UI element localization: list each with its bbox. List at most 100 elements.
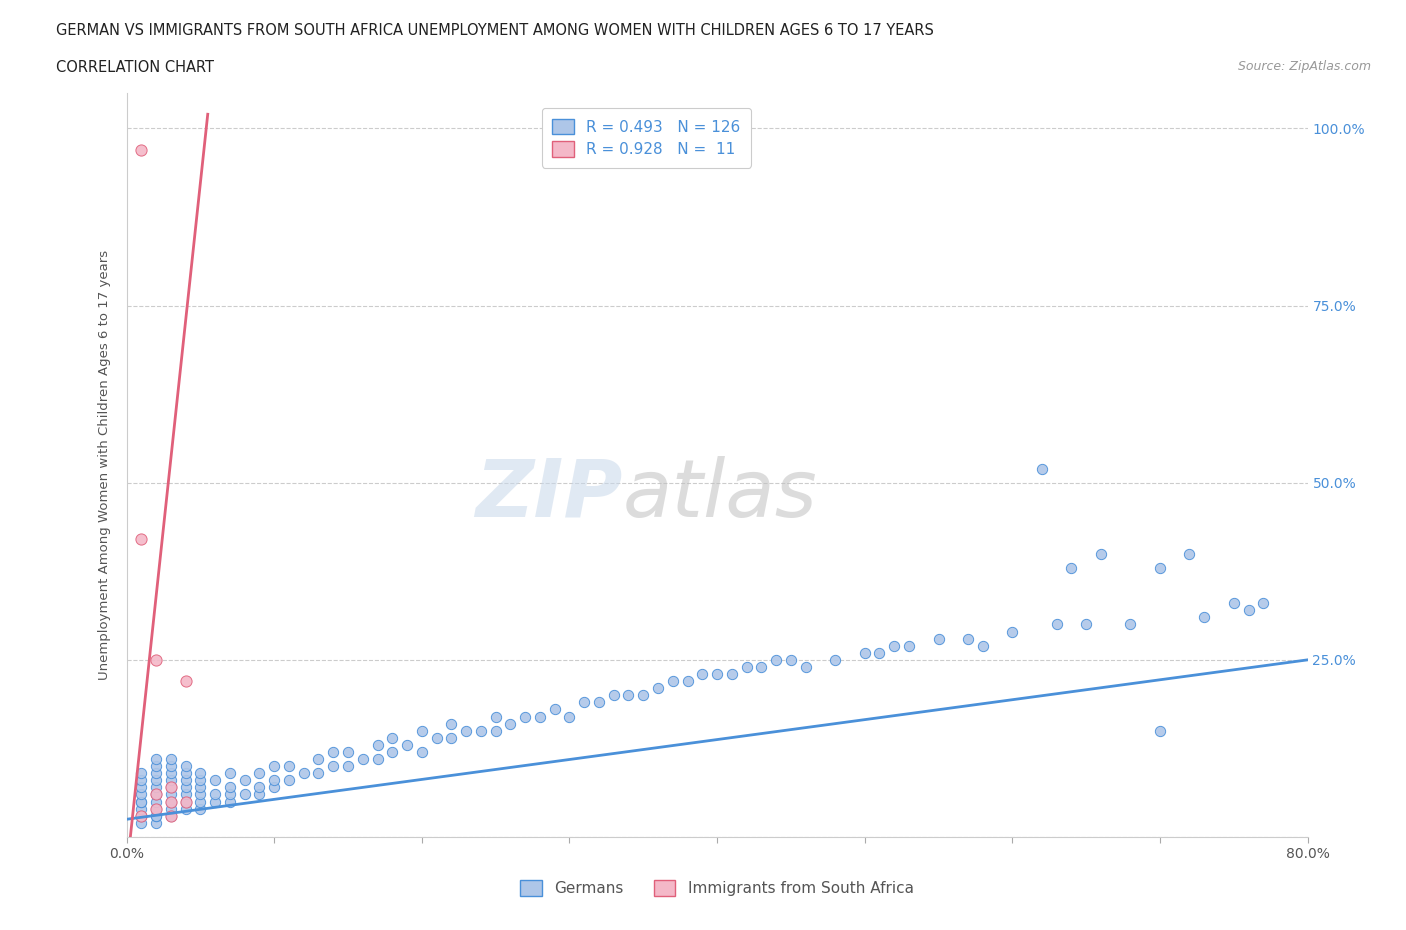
Point: [174, 759, 197, 774]
Point: [159, 794, 183, 809]
Point: [145, 765, 167, 780]
Point: [381, 730, 404, 745]
Point: [204, 787, 226, 802]
Point: [219, 780, 242, 795]
Point: [676, 673, 699, 688]
Y-axis label: Unemployment Among Women with Children Ages 6 to 17 years: Unemployment Among Women with Children A…: [97, 250, 111, 680]
Point: [454, 724, 477, 738]
Point: [145, 808, 167, 823]
Point: [543, 702, 565, 717]
Point: [278, 759, 301, 774]
Point: [159, 751, 183, 766]
Point: [1192, 610, 1215, 625]
Point: [159, 802, 183, 817]
Point: [219, 787, 242, 802]
Point: [720, 667, 742, 682]
Point: [263, 780, 285, 795]
Point: [247, 765, 270, 780]
Point: [145, 653, 167, 668]
Point: [129, 808, 153, 823]
Point: [1237, 603, 1260, 618]
Point: [145, 808, 167, 823]
Point: [396, 737, 419, 752]
Point: [145, 773, 167, 788]
Point: [145, 816, 167, 830]
Point: [129, 787, 153, 802]
Point: [1060, 560, 1083, 575]
Point: [470, 724, 492, 738]
Point: [174, 787, 197, 802]
Point: [159, 780, 183, 795]
Point: [1251, 596, 1274, 611]
Point: [411, 745, 433, 760]
Text: atlas: atlas: [623, 456, 817, 534]
Point: [204, 773, 226, 788]
Point: [631, 688, 654, 703]
Point: [574, 695, 596, 710]
Point: [159, 787, 183, 802]
Point: [381, 745, 404, 760]
Point: [159, 794, 183, 809]
Point: [219, 765, 242, 780]
Point: [603, 688, 626, 703]
Point: [247, 787, 270, 802]
Point: [558, 709, 581, 724]
Point: [188, 794, 211, 809]
Point: [515, 709, 537, 724]
Point: [869, 645, 891, 660]
Point: [188, 780, 211, 795]
Point: [278, 773, 301, 788]
Point: [661, 673, 683, 688]
Point: [145, 802, 167, 817]
Point: [956, 631, 979, 646]
Point: [145, 759, 167, 774]
Point: [159, 759, 183, 774]
Point: [1090, 546, 1112, 561]
Point: [853, 645, 876, 660]
Text: GERMAN VS IMMIGRANTS FROM SOUTH AFRICA UNEMPLOYMENT AMONG WOMEN WITH CHILDREN AG: GERMAN VS IMMIGRANTS FROM SOUTH AFRICA U…: [56, 23, 934, 38]
Point: [129, 794, 153, 809]
Point: [129, 802, 153, 817]
Point: [883, 638, 905, 653]
Point: [263, 759, 285, 774]
Point: [129, 142, 153, 157]
Point: [352, 751, 374, 766]
Point: [129, 765, 153, 780]
Point: [159, 765, 183, 780]
Point: [322, 759, 344, 774]
Point: [174, 773, 197, 788]
Point: [647, 681, 669, 696]
Point: [174, 673, 197, 688]
Text: CORRELATION CHART: CORRELATION CHART: [56, 60, 214, 75]
Point: [1076, 617, 1098, 631]
Point: [159, 773, 183, 788]
Point: [145, 751, 167, 766]
Point: [897, 638, 920, 653]
Point: [322, 745, 344, 760]
Point: [188, 765, 211, 780]
Point: [440, 730, 463, 745]
Point: [1149, 560, 1171, 575]
Point: [411, 724, 433, 738]
Point: [145, 794, 167, 809]
Point: [159, 808, 183, 823]
Point: [588, 695, 610, 710]
Point: [188, 787, 211, 802]
Point: [484, 724, 508, 738]
Point: [145, 787, 167, 802]
Point: [145, 787, 167, 802]
Point: [159, 780, 183, 795]
Point: [1178, 546, 1201, 561]
Point: [188, 773, 211, 788]
Point: [174, 765, 197, 780]
Point: [1031, 461, 1053, 476]
Point: [366, 751, 388, 766]
Point: [735, 659, 758, 674]
Point: [174, 780, 197, 795]
Point: [337, 759, 360, 774]
Point: [145, 802, 167, 817]
Point: [188, 802, 211, 817]
Point: [617, 688, 640, 703]
Point: [145, 787, 167, 802]
Point: [779, 653, 801, 668]
